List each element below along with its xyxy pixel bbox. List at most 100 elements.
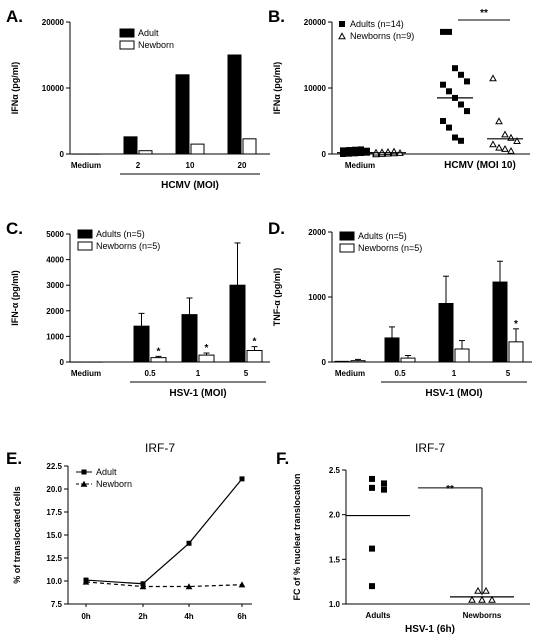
panel-e-x-tick-label: 6h	[237, 612, 246, 621]
panel-e-y-tick-label: 7.5	[51, 600, 63, 609]
panel-c-y-tick-label: 1000	[46, 332, 64, 341]
panel-b-point-adult	[352, 146, 358, 153]
panel-d-bar-adult	[492, 281, 508, 363]
panel-c-bar-adult	[133, 325, 150, 363]
panel-d-bar-adult	[438, 303, 454, 363]
panel-d-y-label: TNF-α (pg/ml)	[272, 268, 282, 327]
panel-d-y-tick-label: 2000	[308, 228, 326, 237]
panel-b-point-newborn	[495, 117, 503, 125]
panel-c-y-tick-label: 2000	[46, 307, 64, 316]
panel-a-y-tick-label: 0	[60, 150, 65, 159]
panel-a-x-tick-label: 2	[136, 161, 141, 170]
panel-f-point-newborn	[474, 586, 482, 594]
panel-b-y-tick-label: 10000	[304, 84, 327, 93]
panel-f-point-adult	[369, 583, 375, 590]
panel-e-y-tick-label: 22.5	[46, 462, 62, 471]
panel-d-bar-newborn	[350, 360, 366, 363]
panel-d-bar-adult	[334, 360, 350, 363]
panel-e-x-tick-label: 4h	[184, 612, 193, 621]
panel-a-bar-newborn	[242, 138, 257, 155]
panel-c-bar-newborn	[246, 349, 263, 363]
panel-b-point-adult	[364, 147, 370, 154]
panel-f-y-tick-label: 1.0	[329, 600, 341, 609]
panel-b-point-adult	[440, 81, 446, 88]
panel-d-x-tick-label: 1	[452, 369, 457, 378]
panel-e-y-tick-label: 17.5	[46, 508, 62, 517]
panel-e-legend-marker	[81, 469, 87, 475]
panel-a-y-label: IFNα (pg/ml)	[10, 62, 20, 115]
panel-e-title: IRF-7	[145, 441, 175, 455]
panel-a-y-tick-label: 10000	[42, 84, 65, 93]
panel-f-x-tick-label: Newborns	[463, 611, 502, 620]
panel-d-y-tick-label: 1000	[308, 293, 326, 302]
panel-f-point-newborn	[468, 595, 476, 603]
panel-c-x-tick-label: 0.5	[144, 369, 156, 378]
panel-b-point-adult	[446, 88, 452, 95]
panel-a-bar-adult	[227, 54, 242, 155]
panel-c-y-label: IFN-α (pg/ml)	[10, 270, 20, 326]
panel-b-point-adult	[452, 134, 458, 141]
panel-b-point-newborn	[507, 146, 515, 154]
panel-e-label: E.	[6, 449, 22, 468]
panel-b-point-newborn	[501, 144, 509, 152]
panel-d-label: D.	[268, 219, 285, 238]
panel-e-point-newborn	[185, 583, 193, 590]
panel-c-significance-star: *	[205, 343, 209, 354]
panel-c-x-tick-label: 1	[196, 369, 201, 378]
panel-c-label: C.	[6, 219, 23, 238]
panel-c-y-tick-label: 5000	[46, 230, 64, 239]
panel-f-y-tick-label: 2.5	[329, 466, 341, 475]
panel-f-y-label: FC of % nuclear translocation	[292, 473, 302, 600]
panel-e-x-tick-label: 0h	[81, 612, 90, 621]
panel-c-y-tick-label: 3000	[46, 281, 64, 290]
panel-f-y-tick-label: 2.0	[329, 511, 341, 520]
panel-d-x-tick-label: 0.5	[394, 369, 406, 378]
panel-e-series-line-adult	[85, 478, 243, 585]
panel-b-point-adult	[464, 78, 470, 85]
panel-c-legend-swatch	[77, 241, 93, 251]
panel-c-bar-adult	[181, 314, 198, 363]
panel-c-y-tick-label: 4000	[46, 256, 64, 265]
panel-d-x-tick-label: Medium	[335, 369, 365, 378]
panel-b-point-adult	[464, 108, 470, 115]
panel-e-y-tick-label: 10.0	[46, 577, 62, 586]
panel-f-y-tick-label: 1.5	[329, 555, 341, 564]
panel-e-point-adult	[186, 540, 192, 546]
panel-c-bar-adult	[229, 284, 246, 363]
panel-a-label: A.	[6, 7, 23, 26]
panel-e-point-newborn	[82, 578, 90, 585]
panel-b-point-newborn	[513, 137, 521, 144]
panel-a-x-tick-label: 10	[186, 161, 195, 170]
panel-c-significance-star: *	[157, 346, 161, 357]
panel-c-legend-label: Adults (n=5)	[96, 229, 145, 239]
panel-a-legend-label: Adult	[138, 28, 159, 38]
panel-b-point-adult	[358, 146, 364, 153]
panel-b-point-newborn	[378, 148, 386, 156]
panel-e-series-line-newborn	[85, 581, 243, 588]
panel-d-bar-newborn	[400, 357, 416, 363]
panel-b-point-newborn	[489, 140, 497, 148]
panel-b-point-newborn	[495, 143, 503, 151]
panel-e-y-tick-label: 12.5	[46, 554, 62, 563]
panel-b-point-adult	[440, 118, 446, 124]
panel-b-legend-marker	[339, 21, 345, 27]
panel-b-label: B.	[268, 7, 285, 26]
panel-d-legend-label: Newborns (n=5)	[358, 243, 422, 253]
panel-a-legend-label: Newborn	[138, 40, 174, 50]
panel-d-group-label: HSV-1 (MOI)	[425, 388, 482, 399]
panel-c-x-tick-label: 5	[244, 369, 249, 378]
panel-f-x-label: HSV-1 (6h)	[405, 624, 455, 635]
panel-a-bar-adult	[175, 74, 190, 155]
panel-b-point-adult	[458, 101, 464, 108]
panel-b-point-newborn	[501, 130, 509, 138]
panel-c-group-label: HSV-1 (MOI)	[169, 388, 226, 399]
panel-a-x-tick-label: Medium	[71, 161, 101, 170]
panel-b-y-label: IFNα (pg/ml)	[272, 62, 282, 115]
panel-a-legend-swatch	[119, 40, 135, 50]
panel-f-point-newborn	[482, 586, 490, 594]
panel-b-point-adult	[452, 65, 458, 72]
panel-b-legend-label: Newborns (n=9)	[350, 31, 414, 41]
panel-b-significance-mark: **	[480, 8, 488, 19]
panel-e-point-adult	[239, 476, 245, 482]
